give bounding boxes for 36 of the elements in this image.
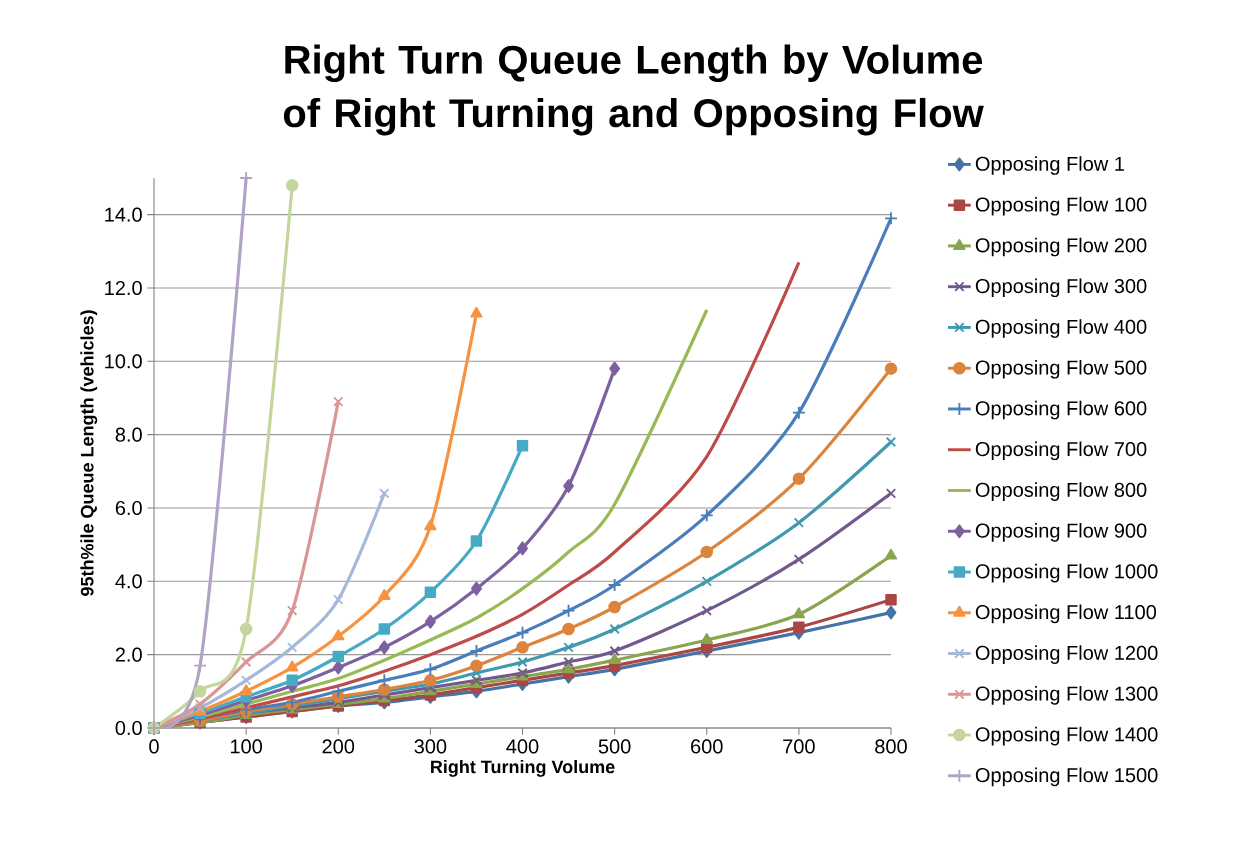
legend-label: Opposing Flow 1400 — [975, 726, 1158, 746]
x-tick-label: 700 — [783, 739, 815, 754]
legend-label: Opposing Flow 100 — [975, 196, 1147, 216]
legend-label: Opposing Flow 1300 — [975, 686, 1158, 705]
legend-label: Opposing Flow 1100 — [975, 604, 1157, 624]
legend-label: Opposing Flow 400 — [975, 319, 1147, 338]
legend-label: Opposing Flow 1500 — [975, 767, 1158, 787]
x-tick-label: 500 — [598, 739, 631, 754]
x-tick-label: 100 — [230, 739, 263, 754]
chart-title: Right Turn Queue Length by Volume of Right Turning and Opposing Flow — [283, 44, 984, 136]
y-tick-label: 4.0 — [115, 574, 142, 589]
legend-label: Opposing Flow 1000 — [975, 563, 1158, 583]
y-tick-label: 10.0 — [105, 354, 142, 369]
legend-label: Opposing Flow 600 — [975, 400, 1147, 420]
x-tick-label: 200 — [322, 739, 355, 754]
y-tick-label: 14.0 — [105, 207, 142, 222]
x-tick-label: 600 — [691, 739, 723, 754]
x-axis-title: Right Turning Volume — [431, 760, 615, 777]
legend-label: Opposing Flow 800 — [975, 482, 1147, 501]
x-tick-label: 300 — [414, 739, 447, 754]
y-tick-label: 2.0 — [115, 647, 142, 662]
legend-label: Opposing Flow 900 — [975, 523, 1147, 542]
legend-label: Opposing Flow 200 — [975, 237, 1147, 257]
x-tick-label: 0 — [149, 739, 159, 754]
legend-label: Opposing Flow 300 — [975, 278, 1147, 298]
y-tick-label: 6.0 — [115, 500, 142, 516]
y-axis-title: 95th%ile Queue Length (vehicles) — [80, 310, 98, 596]
y-tick-label: 8.0 — [115, 427, 142, 442]
y-tick-label: 12.0 — [105, 280, 142, 296]
y-tick-label: 0.0 — [115, 720, 142, 736]
legend-label: Opposing Flow 700 — [975, 441, 1147, 461]
legend-label: Opposing Flow 1 — [975, 156, 1124, 175]
x-tick-label: 800 — [875, 739, 907, 754]
legend-label: Opposing Flow 500 — [975, 359, 1147, 379]
legend-label: Opposing Flow 1200 — [975, 645, 1158, 664]
x-tick-label: 400 — [506, 739, 539, 754]
